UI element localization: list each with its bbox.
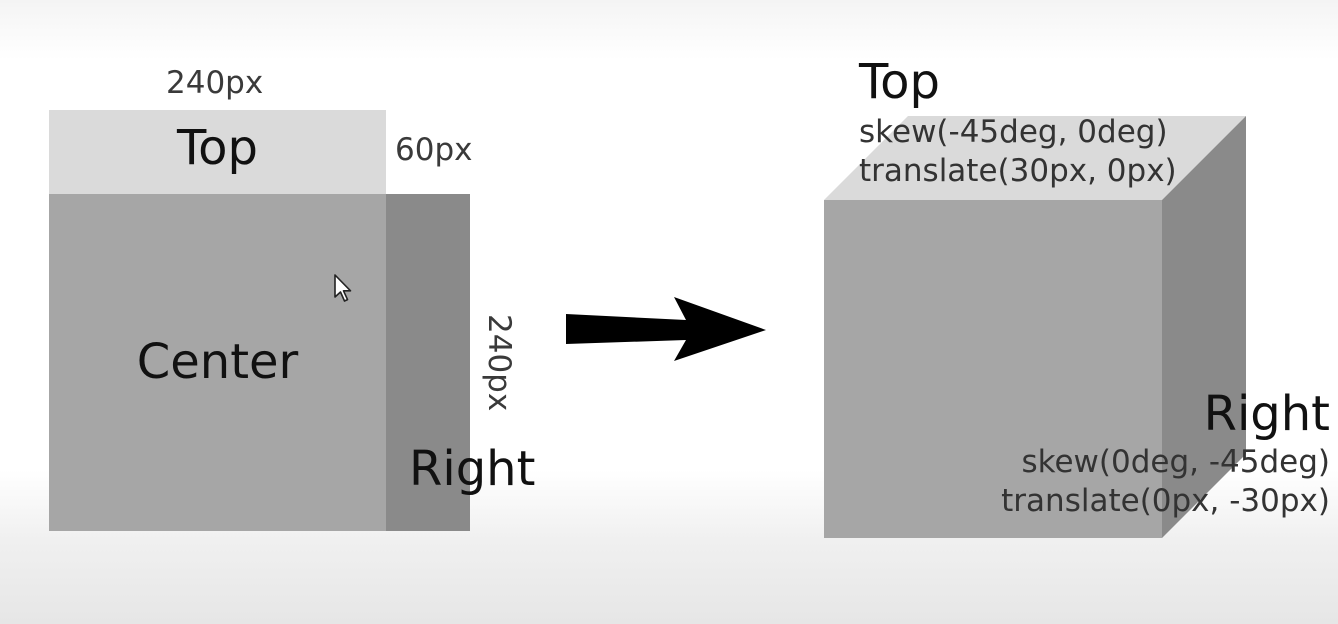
center-face-flat — [49, 194, 386, 531]
right-face-label: Right — [409, 441, 536, 497]
top-face-flat — [49, 110, 386, 194]
right-face-flat — [386, 194, 470, 531]
cube-right-face — [1162, 116, 1246, 538]
center-face-label: Center — [136, 334, 299, 390]
top-face-label: Top — [177, 120, 258, 176]
mouse-pointer-icon — [334, 274, 352, 302]
cube-top-face — [824, 116, 1246, 200]
width-dimension-label: 240px — [166, 65, 264, 101]
arrow-shape — [566, 297, 766, 361]
cube-right-label: Right — [1203, 386, 1330, 442]
top-translate-code: translate(30px, 0px) — [859, 153, 1177, 189]
top-skew-code: skew(-45deg, 0deg) — [859, 114, 1168, 150]
arrow-right-icon — [566, 297, 766, 361]
height-dimension-label: 240px — [481, 314, 517, 412]
cube-illustration — [824, 116, 1246, 538]
right-skew-code: skew(0deg, -45deg) — [1021, 444, 1330, 480]
right-translate-code: translate(0px, -30px) — [1001, 483, 1330, 519]
cube-front-face — [824, 200, 1162, 538]
cube-top-label: Top — [859, 54, 940, 110]
depth-dimension-label: 60px — [395, 132, 473, 168]
